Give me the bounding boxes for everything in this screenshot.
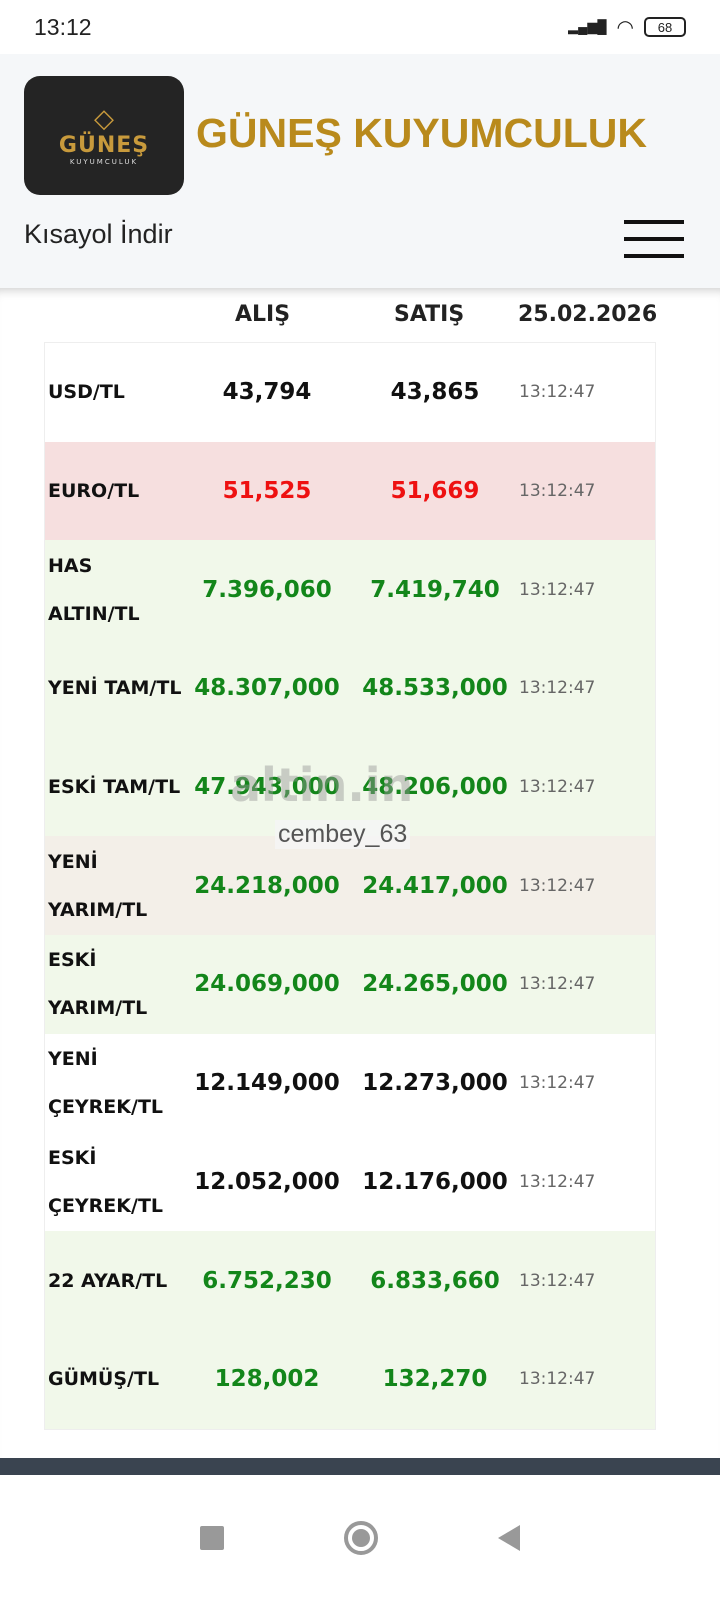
site-header: ◇ GÜNEŞ KUYUMCULUK GÜNEŞ KUYUMCULUK Kısa…	[0, 54, 720, 288]
buy-price: 6.752,230	[202, 1267, 332, 1294]
buy-price: 128,002	[214, 1366, 320, 1393]
sell-price: 43,865	[390, 379, 480, 406]
buy-price: 7.396,060	[202, 576, 332, 603]
update-time: 13:12:47	[519, 777, 596, 798]
shortcut-download-link[interactable]: Kısayol İndir	[24, 219, 173, 249]
update-time: 13:12:47	[519, 1270, 596, 1291]
instrument-name: EURO/TL	[48, 480, 140, 503]
buy-price: 51,525	[222, 478, 312, 505]
instrument-name: YENİ ÇEYREK/TL	[48, 1048, 164, 1119]
instrument-name: YENİ TAM/TL	[48, 677, 182, 700]
sell-price: 24.265,000	[362, 971, 508, 998]
buy-price: 48.307,000	[194, 675, 340, 702]
instrument-name: GÜMÜŞ/TL	[48, 1368, 160, 1391]
diamond-icon: ◇	[94, 104, 114, 134]
sell-price: 12.273,000	[362, 1070, 508, 1097]
update-time: 13:12:47	[519, 382, 596, 403]
update-time: 13:12:47	[519, 678, 596, 699]
footer-bar	[0, 1458, 720, 1475]
update-time: 13:12:47	[519, 1369, 596, 1390]
table-header: ALIŞ SATIŞ 25.02.2026	[44, 288, 658, 342]
buy-price: 12.149,000	[194, 1070, 340, 1097]
table-row: YENİ ÇEYREK/TL 12.149,000 12.273,000 13:…	[45, 1033, 655, 1133]
instrument-name: USD/TL	[48, 381, 125, 404]
instrument-name: YENİ YARIM/TL	[48, 850, 148, 921]
back-button[interactable]	[498, 1524, 520, 1551]
header-sell: SATIŞ	[394, 302, 465, 327]
wifi-icon: ◠	[616, 16, 634, 39]
table-row: USD/TL 43,794 43,865 13:12:47	[45, 343, 655, 442]
buy-price: 43,794	[222, 379, 312, 406]
recents-button[interactable]	[200, 1525, 224, 1550]
sell-price: 51,669	[390, 478, 480, 505]
buy-price: 47.943,000	[194, 774, 340, 801]
buy-price: 24.218,000	[194, 872, 340, 899]
table-row: 22 AYAR/TL 6.752,230 6.833,660 13:12:47	[45, 1231, 655, 1330]
navigation-bar	[0, 1475, 720, 1600]
update-time: 13:12:47	[519, 1073, 596, 1094]
instrument-name: ESKİ ÇEYREK/TL	[48, 1146, 164, 1217]
sell-price: 12.176,000	[362, 1168, 508, 1195]
table-row: HAS ALTIN/TL 7.396,060 7.419,740 13:12:4…	[45, 540, 655, 640]
instrument-name: ESKİ TAM/TL	[48, 776, 181, 799]
battery-icon: 68	[644, 17, 686, 37]
hamburger-menu-icon[interactable]	[624, 220, 684, 258]
table-row: GÜMÜŞ/TL 128,002 132,270 13:12:47	[45, 1329, 655, 1429]
update-time: 13:12:47	[519, 1171, 596, 1192]
sell-price: 7.419,740	[370, 576, 500, 603]
clock: 13:12	[34, 13, 92, 40]
table-row: ESKİ TAM/TL 47.943,000 48.206,000 13:12:…	[45, 737, 655, 837]
table-row: YENİ YARIM/TL 24.218,000 24.417,000 13:1…	[45, 836, 655, 936]
instrument-name: ESKİ YARIM/TL	[48, 949, 148, 1020]
instrument-name: 22 AYAR/TL	[48, 1269, 168, 1292]
price-section: ALIŞ SATIŞ 25.02.2026 USD/TL 43,794 43,8…	[0, 288, 720, 1458]
sell-price: 132,270	[382, 1366, 488, 1393]
update-time: 13:12:47	[519, 579, 596, 600]
brand-title: GÜNEŞ KUYUMCULUK	[196, 110, 647, 156]
update-time: 13:12:47	[519, 875, 596, 896]
signal-icon: ▂▄▆█	[568, 19, 607, 34]
buy-price: 12.052,000	[194, 1168, 340, 1195]
update-time: 13:12:47	[519, 974, 596, 995]
update-time: 13:12:47	[519, 481, 596, 502]
buy-price: 24.069,000	[194, 971, 340, 998]
price-table: USD/TL 43,794 43,865 13:12:47 EURO/TL 51,…	[44, 342, 656, 1430]
table-row: EURO/TL 51,525 51,669 13:12:47	[45, 441, 655, 541]
logo[interactable]: ◇ GÜNEŞ KUYUMCULUK	[24, 76, 184, 195]
header-date: 25.02.2026	[518, 302, 658, 327]
sell-price: 48.533,000	[362, 675, 508, 702]
sell-price: 48.206,000	[362, 774, 508, 801]
sell-price: 6.833,660	[370, 1267, 500, 1294]
table-row: ESKİ ÇEYREK/TL 12.052,000 12.176,000 13:…	[45, 1132, 655, 1232]
table-row: ESKİ YARIM/TL 24.069,000 24.265,000 13:1…	[45, 935, 655, 1034]
sell-price: 24.417,000	[362, 872, 508, 899]
instrument-name: HAS ALTIN/TL	[48, 554, 140, 625]
table-row: YENİ TAM/TL 48.307,000 48.533,000 13:12:…	[45, 639, 655, 738]
home-button[interactable]	[344, 1520, 378, 1555]
status-bar: 13:12 ▂▄▆█ ◠ 68	[0, 0, 720, 54]
header-buy: ALIŞ	[235, 302, 291, 327]
